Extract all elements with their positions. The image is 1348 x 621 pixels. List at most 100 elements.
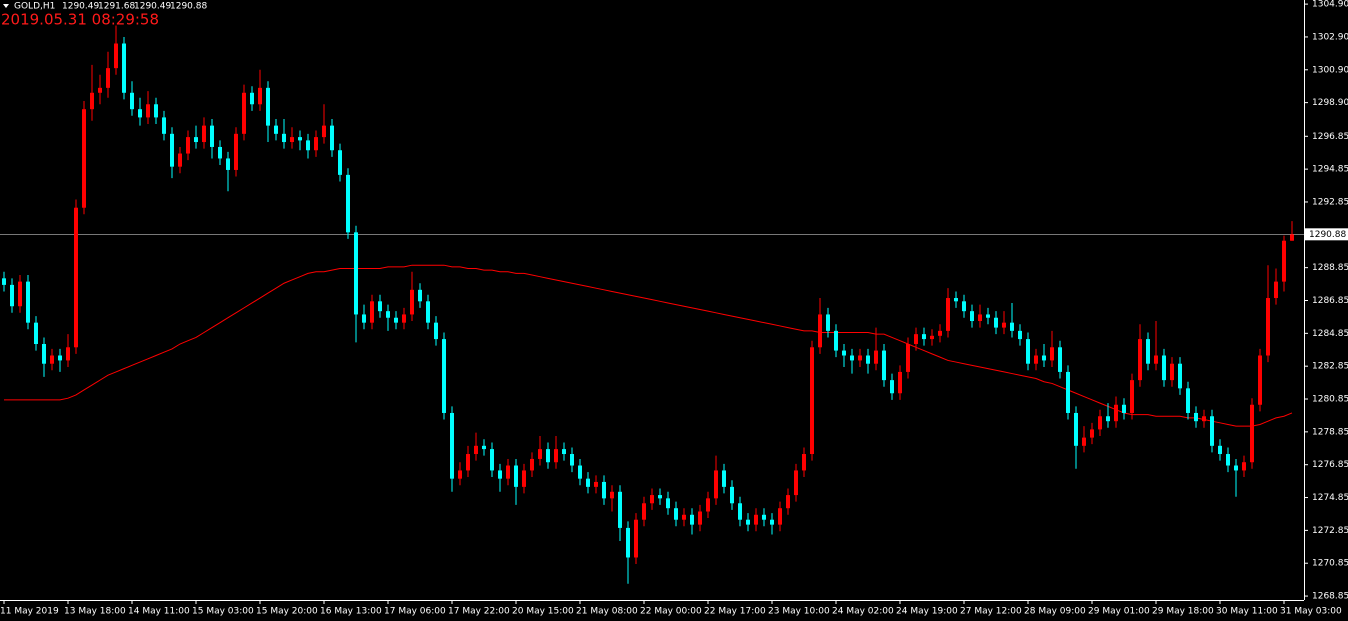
candle-body	[738, 503, 742, 520]
candle-body	[666, 498, 670, 509]
candle-body	[482, 445, 486, 450]
candle-body	[282, 133, 286, 143]
candle-body	[194, 137, 198, 143]
candle-body	[218, 146, 222, 159]
candle-body	[450, 412, 454, 479]
x-tick-label: 17 May 06:00	[384, 607, 446, 617]
candle-body	[506, 465, 510, 479]
candle-body	[842, 350, 846, 356]
candle-body	[458, 470, 462, 479]
x-tick-label: 24 May 02:00	[832, 607, 894, 617]
candle-body	[946, 298, 950, 331]
candle-body	[610, 491, 614, 499]
current-price-box	[1305, 228, 1348, 241]
candle-body	[98, 87, 102, 93]
candle-body	[1242, 462, 1246, 471]
candle-body	[1290, 234, 1294, 241]
candle-body	[682, 514, 686, 520]
candle-body	[1186, 388, 1190, 413]
candle-body	[114, 43, 118, 69]
y-tick-label: 1302.90	[1312, 32, 1348, 42]
candle-body	[714, 470, 718, 499]
candle-body	[50, 355, 54, 364]
candle-body	[1034, 355, 1038, 364]
candle-body	[1218, 445, 1222, 455]
candle-body	[1114, 404, 1118, 422]
x-tick-label: 20 May 15:00	[512, 607, 574, 617]
x-tick-label: 29 May 01:00	[1088, 607, 1150, 617]
candle-body	[34, 322, 38, 345]
candle-body	[1058, 347, 1062, 372]
candle-body	[602, 481, 606, 499]
candle-body	[1090, 429, 1094, 438]
candle-body	[1122, 404, 1126, 413]
candle-body	[698, 511, 702, 525]
candle-body	[1074, 412, 1078, 446]
x-tick-label: 28 May 09:00	[1024, 607, 1086, 617]
y-tick-label: 1286.85	[1312, 296, 1348, 306]
candle-body	[1266, 298, 1270, 356]
candle-body	[330, 125, 334, 151]
candle-body	[650, 495, 654, 504]
candle-body	[410, 289, 414, 315]
candle-body	[1130, 380, 1134, 413]
candle-body	[850, 355, 854, 361]
candle-body	[1202, 416, 1206, 422]
candle-body	[1178, 363, 1182, 389]
current-price-label: 1290.88	[1309, 230, 1346, 240]
candle-body	[490, 449, 494, 471]
x-tick-label: 23 May 10:00	[768, 607, 830, 617]
candle-body	[530, 458, 534, 471]
candle-body	[234, 133, 238, 170]
header-open: 1290.49	[62, 2, 99, 12]
candle-body	[178, 153, 182, 167]
candle-body	[130, 92, 134, 110]
candle-body	[978, 314, 982, 322]
y-tick-label: 1272.85	[1312, 526, 1348, 536]
candle-body	[546, 449, 550, 463]
candle-body	[554, 449, 558, 463]
candle-body	[898, 371, 902, 394]
candle-body	[818, 314, 822, 348]
moving-average	[4, 264, 1293, 427]
candle-body	[474, 445, 478, 455]
candle-body	[586, 478, 590, 487]
candle-body	[874, 350, 878, 364]
x-tick-label: 16 May 13:00	[320, 607, 382, 617]
candle-body	[10, 284, 14, 307]
y-tick-label: 1270.85	[1312, 559, 1348, 569]
x-tick-label: 24 May 19:00	[896, 607, 958, 617]
candle-body	[170, 133, 174, 167]
candle-body	[1018, 330, 1022, 340]
x-tick-label: 22 May 00:00	[640, 607, 702, 617]
candle-body	[1226, 454, 1230, 466]
candle-body	[514, 465, 518, 487]
candle-body	[906, 344, 910, 372]
x-tick-label: 17 May 22:00	[448, 607, 510, 617]
candle-body	[882, 350, 886, 381]
y-tick-label: 1284.85	[1312, 329, 1348, 339]
candle-body	[1170, 363, 1174, 381]
candle-body	[434, 322, 438, 340]
symbol: GOLD,H1	[14, 2, 55, 12]
candle-body	[498, 470, 502, 479]
candle-body	[674, 508, 678, 520]
candle-body	[82, 109, 86, 208]
header-low: 1290.49	[134, 2, 171, 12]
x-tick-label: 31 May 03:00	[1280, 607, 1342, 617]
candle-body	[146, 104, 150, 118]
candle-body	[1250, 404, 1254, 463]
menu-triangle[interactable]	[3, 4, 9, 8]
candle-body	[394, 317, 398, 323]
candle-body	[810, 347, 814, 455]
candle-body	[306, 140, 310, 151]
header-high: 1291.68	[98, 2, 135, 12]
y-tick-label: 1304.90	[1312, 0, 1348, 10]
x-tick-label: 29 May 18:00	[1152, 607, 1214, 617]
y-tick-label: 1298.90	[1312, 98, 1348, 108]
candle-body	[858, 355, 862, 361]
x-tick-label: 27 May 12:00	[960, 607, 1022, 617]
